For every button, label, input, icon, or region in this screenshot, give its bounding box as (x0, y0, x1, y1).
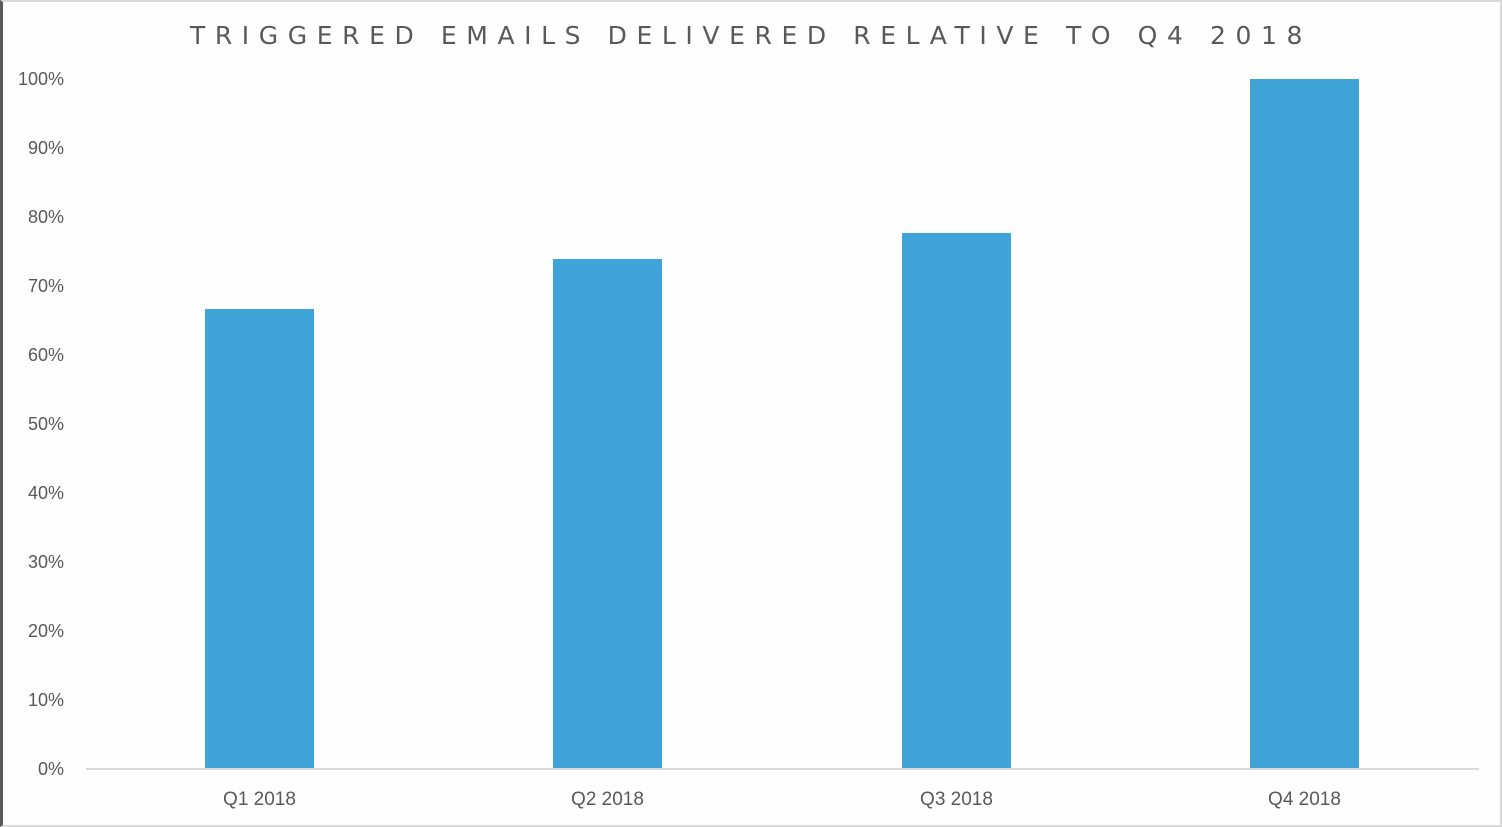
bar (205, 308, 314, 769)
y-tick-label: 80% (27, 207, 64, 227)
y-tick-label: 20% (27, 621, 64, 641)
y-tick-label: 100% (17, 69, 64, 89)
y-tick-label: 0% (37, 759, 64, 779)
x-tick-label: Q4 2018 (1268, 789, 1341, 810)
y-tick-label: 10% (27, 690, 64, 710)
x-axis-line (86, 768, 1479, 770)
y-tick-label: 40% (27, 483, 64, 503)
x-tick-label: Q3 2018 (920, 789, 993, 810)
y-tick-label: 60% (27, 345, 64, 365)
y-tick-label: 70% (27, 276, 64, 296)
x-tick-label: Q1 2018 (223, 789, 296, 810)
x-tick-label: Q2 2018 (571, 789, 644, 810)
y-tick-label: 50% (27, 414, 64, 434)
bar (1250, 79, 1359, 769)
y-tick-label: 30% (27, 552, 64, 572)
y-tick-label: 90% (27, 138, 64, 158)
bar (553, 259, 662, 769)
chart-title: TRIGGERED EMAILS DELIVERED RELATIVE TO Q… (189, 21, 1313, 50)
bar (902, 232, 1011, 769)
